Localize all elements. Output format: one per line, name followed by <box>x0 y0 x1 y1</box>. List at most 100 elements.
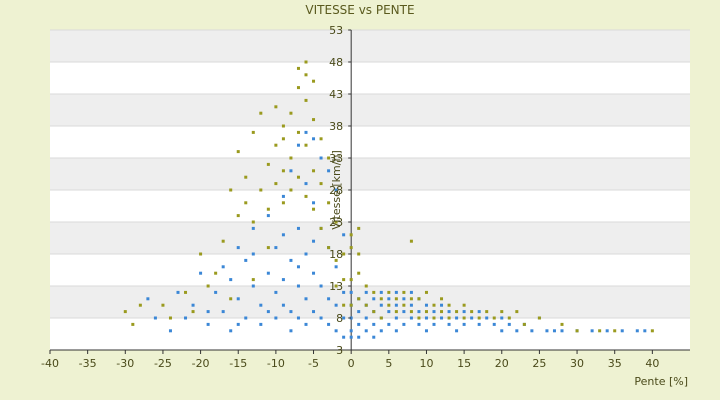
data-point-olive <box>312 79 316 83</box>
data-point-olive <box>168 316 172 320</box>
x-tick-label: -30 <box>116 357 134 370</box>
data-point-blue <box>500 329 504 333</box>
data-point-blue <box>214 290 218 294</box>
data-point-blue <box>364 290 368 294</box>
data-point-blue <box>455 316 459 320</box>
data-point-blue <box>251 284 255 288</box>
data-point-blue <box>236 297 240 301</box>
data-point-olive <box>131 322 135 326</box>
data-point-olive <box>289 111 293 115</box>
y-tick-label: 48 <box>329 56 343 69</box>
data-point-blue <box>296 284 300 288</box>
data-point-olive <box>236 150 240 154</box>
data-point-blue <box>153 316 157 320</box>
data-point-blue <box>530 329 534 333</box>
data-point-olive <box>447 303 451 307</box>
data-point-blue <box>485 316 489 320</box>
data-point-olive <box>500 310 504 314</box>
data-point-olive <box>440 297 444 301</box>
data-point-blue <box>281 233 285 237</box>
data-point-blue <box>334 265 338 269</box>
x-tick-label: -20 <box>192 357 210 370</box>
data-point-blue <box>312 201 316 205</box>
data-point-olive <box>515 310 519 314</box>
data-point-blue <box>266 214 270 218</box>
data-point-olive <box>402 290 406 294</box>
data-point-olive <box>281 169 285 173</box>
data-point-blue <box>327 169 331 173</box>
data-point-blue <box>229 278 233 282</box>
data-point-olive <box>394 297 398 301</box>
data-point-olive <box>312 169 316 173</box>
data-point-olive <box>229 188 233 192</box>
data-point-olive <box>138 303 142 307</box>
data-point-blue <box>304 130 308 134</box>
data-point-olive <box>244 175 248 179</box>
data-point-blue <box>244 258 248 262</box>
data-point-olive <box>462 303 466 307</box>
data-point-olive <box>334 284 338 288</box>
data-point-blue <box>259 303 263 307</box>
x-tick-label: 35 <box>608 357 622 370</box>
data-point-blue <box>184 316 188 320</box>
data-point-blue <box>334 303 338 307</box>
data-point-olive <box>462 316 466 320</box>
plot-band <box>50 318 690 350</box>
plot-band <box>50 126 690 158</box>
y-axis-label: Vitesse [km/h] <box>330 150 343 230</box>
x-tick-label: 15 <box>457 357 471 370</box>
x-tick-label: 5 <box>385 357 392 370</box>
data-point-blue <box>296 316 300 320</box>
data-point-blue <box>236 246 240 250</box>
data-point-olive <box>424 290 428 294</box>
data-point-olive <box>417 316 421 320</box>
y-tick-label: 3 <box>336 344 343 357</box>
plot-band <box>50 222 690 254</box>
data-point-blue <box>349 329 353 333</box>
data-point-olive <box>296 175 300 179</box>
x-tick-label: 30 <box>570 357 584 370</box>
data-point-blue <box>447 322 451 326</box>
data-point-blue <box>206 322 210 326</box>
data-point-olive <box>289 188 293 192</box>
data-point-blue <box>312 239 316 243</box>
data-point-olive <box>485 310 489 314</box>
data-point-blue <box>424 316 428 320</box>
data-point-olive <box>349 278 353 282</box>
data-point-blue <box>296 143 300 147</box>
data-point-blue <box>296 265 300 269</box>
data-point-olive <box>327 246 331 250</box>
data-point-olive <box>357 226 361 230</box>
data-point-blue <box>319 316 323 320</box>
data-point-blue <box>296 226 300 230</box>
data-point-blue <box>244 316 248 320</box>
data-point-olive <box>296 130 300 134</box>
data-point-blue <box>304 182 308 186</box>
plot-band <box>50 190 690 222</box>
x-tick-label: -10 <box>267 357 285 370</box>
data-point-olive <box>522 322 526 326</box>
data-point-olive <box>387 290 391 294</box>
data-point-olive <box>440 310 444 314</box>
data-point-blue <box>266 271 270 275</box>
x-tick-label: -35 <box>79 357 97 370</box>
data-point-olive <box>372 310 376 314</box>
data-point-olive <box>575 329 579 333</box>
data-point-olive <box>349 233 353 237</box>
data-point-olive <box>184 290 188 294</box>
data-point-blue <box>515 329 519 333</box>
y-tick-label: 13 <box>329 280 343 293</box>
y-tick-label: 33 <box>329 152 343 165</box>
data-point-blue <box>394 290 398 294</box>
data-point-olive <box>560 322 564 326</box>
data-point-olive <box>432 316 436 320</box>
data-point-blue <box>312 137 316 141</box>
data-point-olive <box>214 271 218 275</box>
data-point-blue <box>357 322 361 326</box>
data-point-olive <box>259 111 263 115</box>
data-point-blue <box>274 290 278 294</box>
data-point-olive <box>432 303 436 307</box>
data-point-olive <box>349 303 353 307</box>
data-point-blue <box>492 322 496 326</box>
